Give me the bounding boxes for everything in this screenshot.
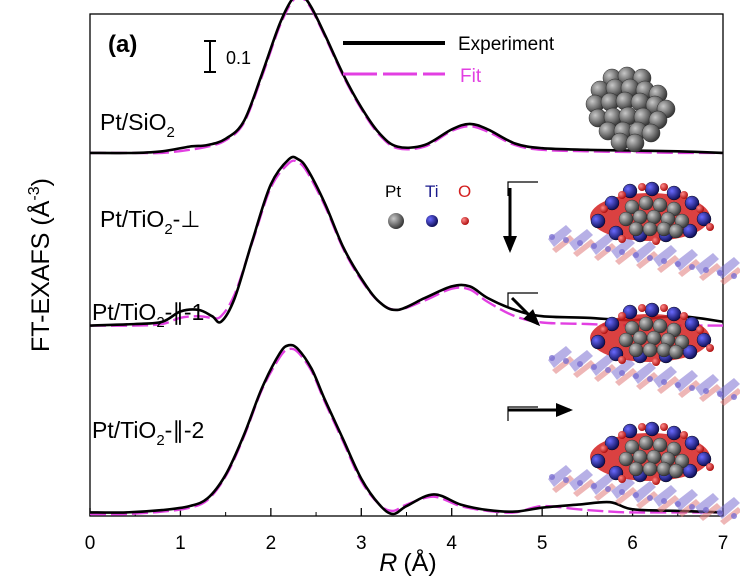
x-tick-label: 2 <box>266 533 277 554</box>
scale-bar <box>204 40 216 73</box>
pt-atom-icon <box>388 213 404 229</box>
legend: Experiment Fit <box>343 34 555 87</box>
series-label-pt-tio2-par-2: Pt/TiO2-∥-2 <box>92 417 204 449</box>
pt-cluster-illustration <box>585 66 676 153</box>
atom-legend-pt-label: Pt <box>385 182 401 201</box>
legend-fit-label: Fit <box>460 66 482 87</box>
pt-tio2-perp-illustration <box>548 181 740 285</box>
x-axis-label: R (Å) <box>379 547 436 577</box>
x-tick-label: 3 <box>356 533 367 554</box>
experiment-line-3 <box>89 343 724 516</box>
polarization-frame-3 <box>507 406 538 421</box>
pt-tio2-par2-illustration <box>548 421 740 525</box>
x-tick-label: 5 <box>537 533 548 554</box>
polarization-frame-2 <box>507 292 538 307</box>
atom-legend-o-label: O <box>458 182 471 201</box>
polarization-arrow-down-icon <box>503 188 517 253</box>
legend-experiment-label: Experiment <box>458 34 555 55</box>
series-label-pt-tio2-perp: Pt/TiO2-⊥ <box>100 206 200 238</box>
x-tick-label: 6 <box>627 533 638 554</box>
panel-label: (a) <box>108 31 137 58</box>
ti-atom-icon <box>426 215 438 227</box>
series-label-pt-tio2-par-1: Pt/TiO2-∥-1 <box>92 299 204 331</box>
x-tick-label: 1 <box>175 533 186 554</box>
x-axis-ticks: 0 1 2 3 4 5 6 7 <box>85 508 729 554</box>
atom-legend-ti-label: Ti <box>425 182 439 201</box>
series-label-pt-sio2: Pt/SiO2 <box>100 109 175 141</box>
y-axis-label: FT-EXAFS (Å-3) <box>25 178 55 352</box>
fit-line-1 <box>89 0 724 155</box>
atom-legend: Pt Ti O <box>385 182 471 229</box>
polarization-arrow-right-icon <box>508 403 573 417</box>
polarization-frame-1 <box>507 181 538 196</box>
x-tick-label: 4 <box>446 533 457 554</box>
o-atom-icon <box>461 217 469 225</box>
polarization-arrow-diagonal-icon <box>510 296 541 327</box>
x-tick-label: 0 <box>85 533 96 554</box>
structure-illustrations <box>503 66 740 525</box>
pt-tio2-par1-illustration <box>548 302 740 406</box>
scale-bar-label: 0.1 <box>226 48 251 68</box>
x-tick-label: 7 <box>718 533 729 554</box>
